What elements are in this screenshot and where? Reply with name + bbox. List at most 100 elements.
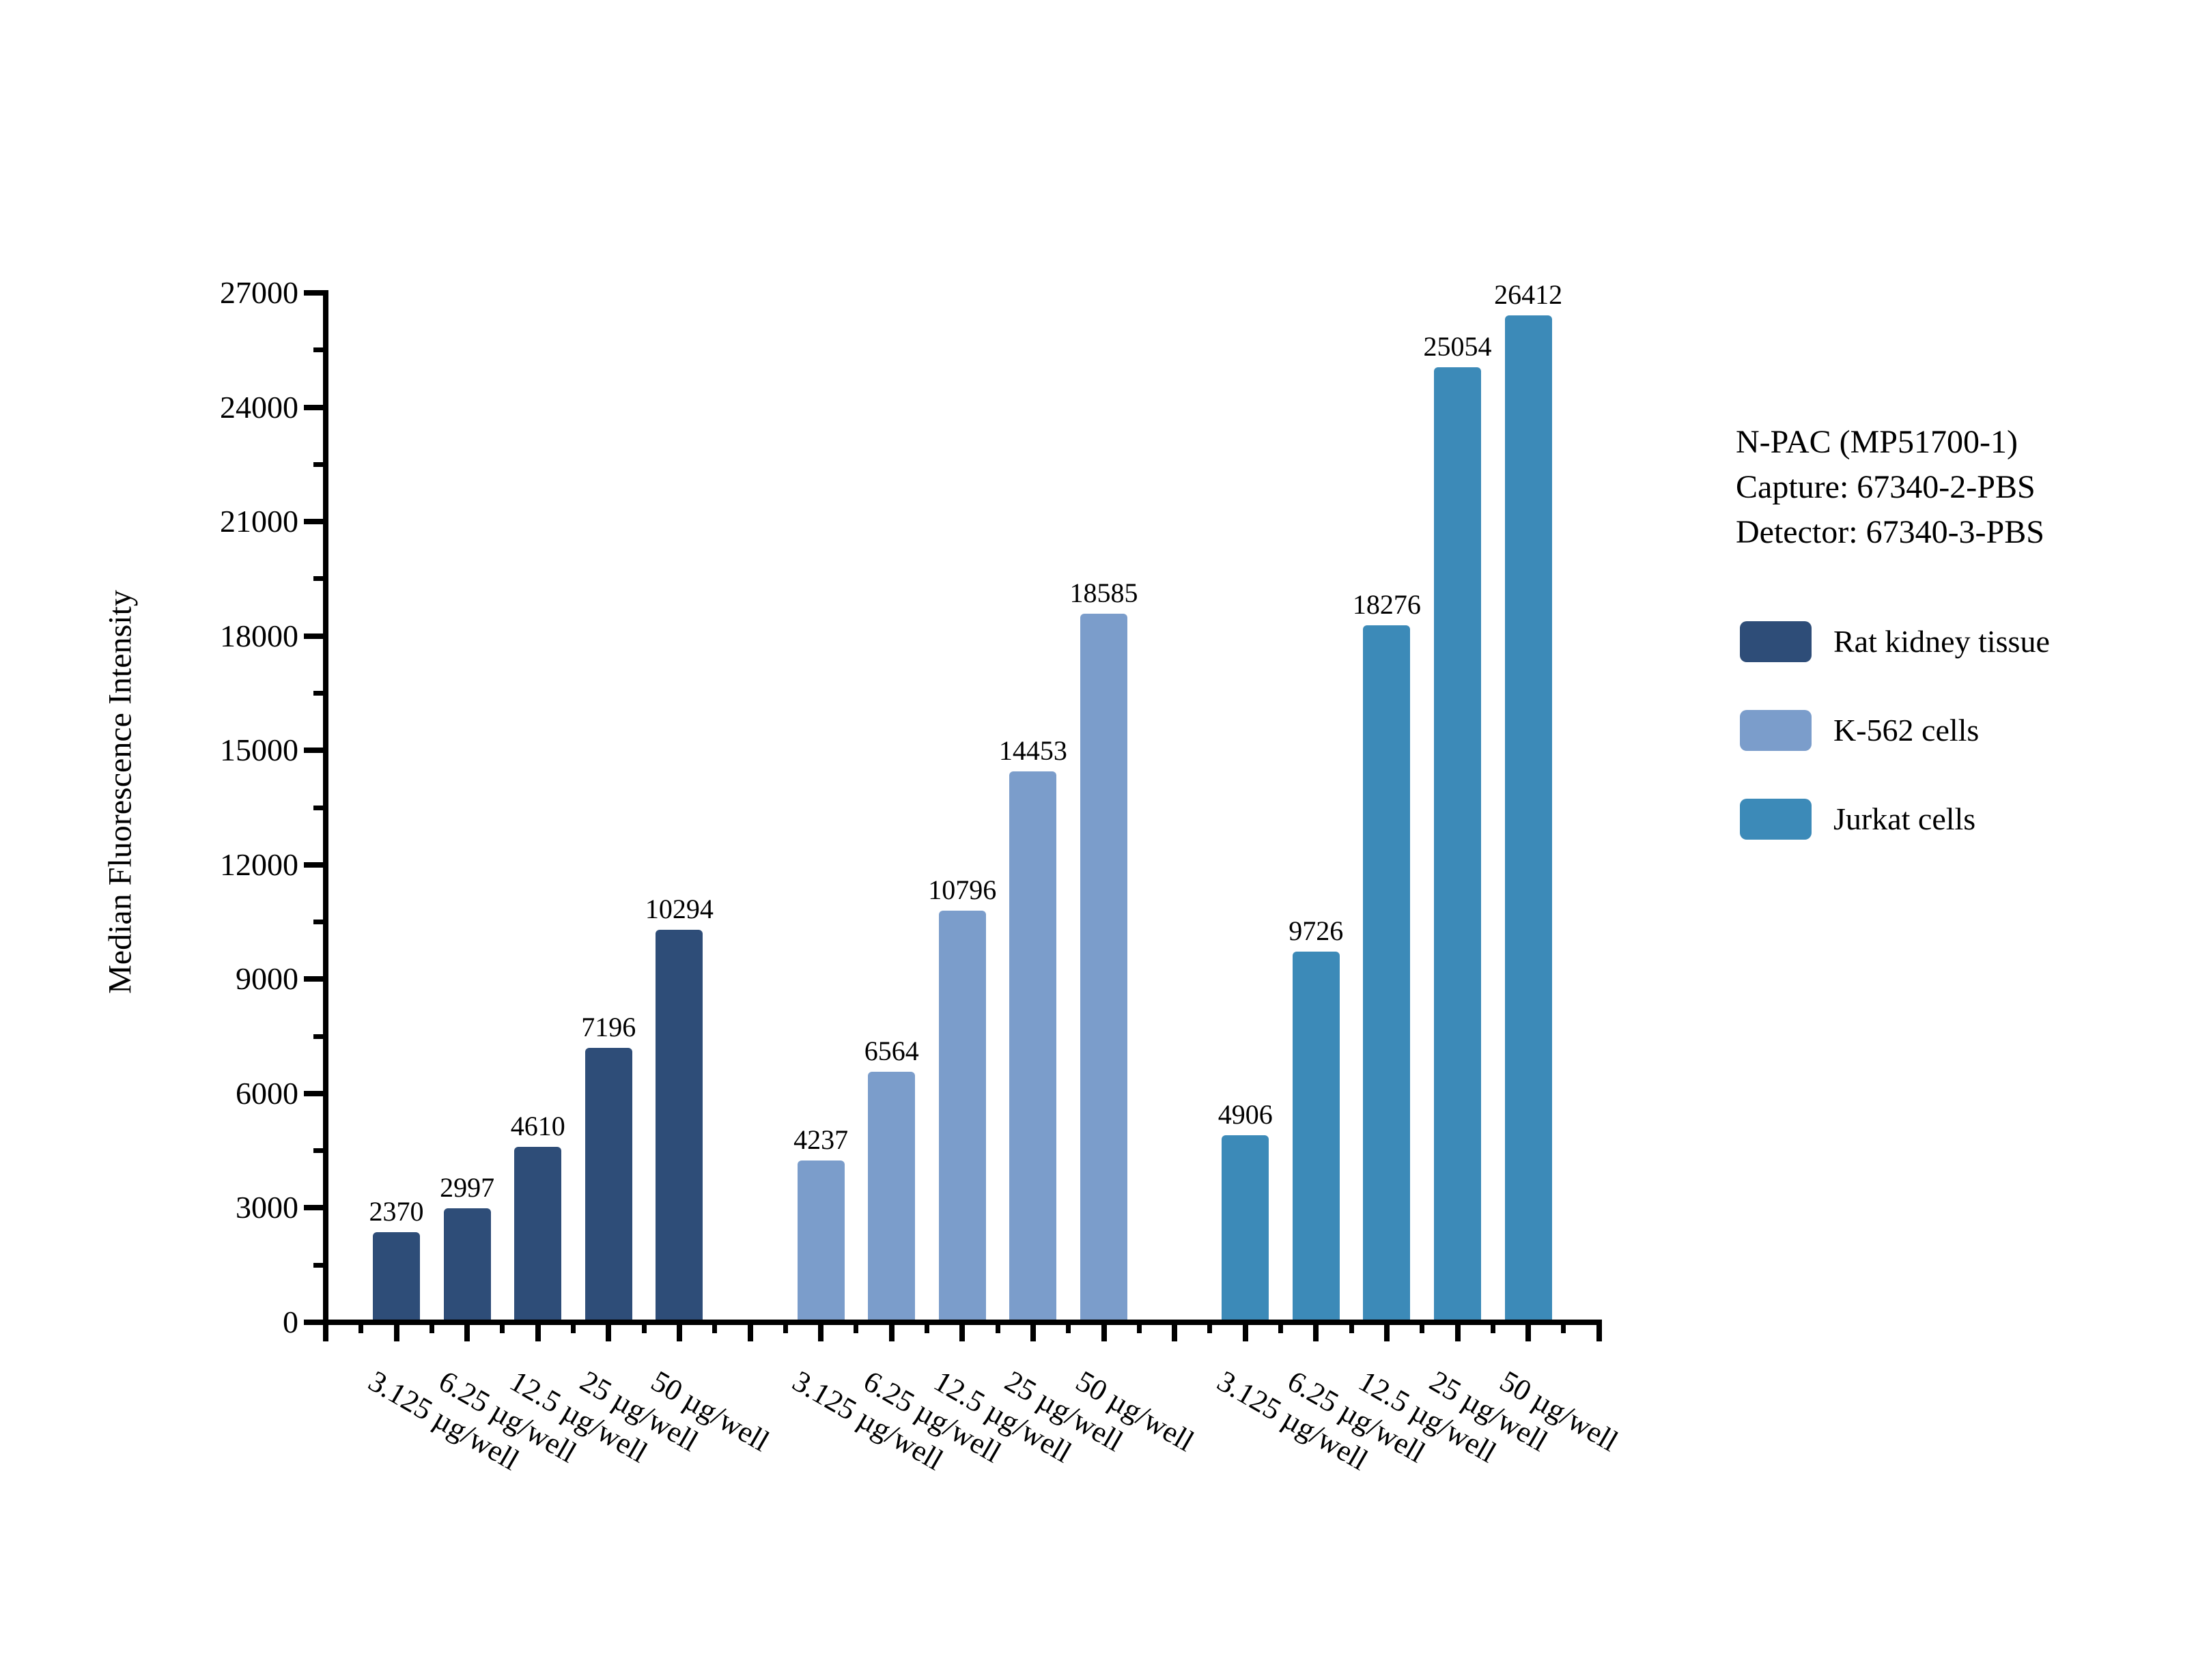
y-major-tick [304, 748, 326, 754]
y-minor-tick [313, 461, 326, 467]
x-major-tick [818, 1322, 824, 1341]
bar-rat-kidney-tissue-5 [656, 930, 703, 1322]
y-major-tick [304, 404, 326, 410]
x-minor-tick [712, 1322, 718, 1333]
bar-k-562-cells-5 [1080, 613, 1127, 1322]
x-major-tick [1596, 1322, 1602, 1341]
bar-k-562-cells-2 [868, 1072, 916, 1322]
x-minor-tick [1490, 1322, 1495, 1333]
x-major-tick [606, 1322, 612, 1341]
x-major-tick [1383, 1322, 1390, 1341]
legend-label-rat-kidney-tissue: Rat kidney tissue [1833, 624, 2050, 659]
bar-value-label: 14453 [998, 735, 1067, 766]
x-major-tick [464, 1322, 470, 1341]
bar-value-label: 25054 [1423, 330, 1492, 362]
y-minor-tick [313, 576, 326, 582]
legend-item-k562-cells: K-562 cells [1740, 710, 1979, 751]
x-major-tick [888, 1322, 895, 1341]
x-major-tick [1525, 1322, 1532, 1341]
y-major-tick [304, 633, 326, 639]
x-minor-tick [1066, 1322, 1071, 1333]
bar-value-label: 4237 [793, 1124, 849, 1156]
y-minor-tick [313, 1148, 326, 1154]
bar-rat-kidney-tissue-1 [373, 1231, 420, 1322]
bar-jurkat-cells-3 [1363, 625, 1411, 1322]
bar-rat-kidney-tissue-4 [585, 1048, 632, 1322]
x-minor-tick [925, 1322, 929, 1333]
annotation-line-2: Capture: 67340-2-PBS [1736, 469, 2036, 505]
y-major-tick [304, 290, 326, 296]
bar-value-label: 2997 [440, 1171, 495, 1203]
x-minor-tick [783, 1322, 788, 1333]
x-minor-tick [854, 1322, 859, 1333]
y-minor-tick [313, 347, 326, 353]
y-tick-label: 18000 [220, 618, 298, 653]
x-major-tick [747, 1322, 753, 1341]
x-minor-tick [1278, 1322, 1283, 1333]
x-minor-tick [995, 1322, 1000, 1333]
x-minor-tick [500, 1322, 505, 1333]
y-minor-tick [313, 805, 326, 810]
y-tick-label: 0 [283, 1305, 298, 1339]
legend-swatch-rat-kidney-tissue [1740, 621, 1812, 662]
bar-value-label: 4610 [510, 1110, 565, 1141]
annotation-block: N-PAC (MP51700-1) Capture: 67340-2-PBS D… [1736, 420, 2044, 555]
bar-jurkat-cells-1 [1222, 1135, 1269, 1322]
y-major-tick [304, 862, 326, 868]
x-major-tick [1101, 1322, 1107, 1341]
bar-rat-kidney-tissue-2 [443, 1208, 491, 1322]
bar-jurkat-cells-5 [1504, 315, 1552, 1322]
x-minor-tick [429, 1322, 434, 1333]
bar-value-label: 6564 [864, 1036, 919, 1067]
bar-value-label: 7196 [581, 1012, 636, 1043]
x-minor-tick [1207, 1322, 1213, 1333]
y-tick-label: 21000 [220, 504, 298, 539]
bar-value-label: 2370 [369, 1195, 424, 1227]
legend-item-jurkat-cells: Jurkat cells [1740, 799, 1975, 840]
y-tick-label: 15000 [220, 732, 298, 768]
legend-item-rat-kidney-tissue: Rat kidney tissue [1740, 621, 2050, 662]
bar-k-562-cells-4 [1009, 771, 1057, 1322]
y-tick-label: 27000 [220, 275, 298, 310]
y-tick-label: 3000 [236, 1190, 298, 1225]
y-major-tick [304, 1320, 326, 1325]
annotation-line-1: N-PAC (MP51700-1) [1736, 424, 2018, 460]
bar-value-label: 10294 [645, 894, 714, 925]
y-minor-tick [313, 1034, 326, 1039]
bar-k-562-cells-1 [797, 1161, 845, 1322]
y-tick-label: 9000 [236, 961, 298, 997]
x-major-tick [959, 1322, 966, 1341]
y-major-tick [304, 519, 326, 525]
bar-value-label: 4906 [1217, 1098, 1273, 1130]
bar-jurkat-cells-4 [1434, 367, 1481, 1322]
bar-rat-kidney-tissue-3 [514, 1146, 562, 1322]
y-minor-tick [313, 920, 326, 925]
y-axis-line [323, 290, 328, 1325]
x-minor-tick [641, 1322, 647, 1333]
y-tick-label: 6000 [236, 1075, 298, 1111]
x-major-tick [676, 1322, 682, 1341]
bar-k-562-cells-3 [938, 911, 986, 1322]
bar-jurkat-cells-2 [1292, 951, 1340, 1322]
x-minor-tick [1349, 1322, 1354, 1333]
x-major-tick [1030, 1322, 1036, 1341]
bar-value-label: 9726 [1289, 915, 1344, 946]
x-major-tick [1172, 1322, 1178, 1341]
x-axis-line [323, 1320, 1602, 1325]
x-major-tick [322, 1322, 328, 1341]
y-major-tick [304, 1205, 326, 1211]
x-major-tick [1454, 1322, 1461, 1341]
x-minor-tick [1420, 1322, 1425, 1333]
legend-swatch-jurkat-cells [1740, 799, 1812, 840]
x-major-tick [1242, 1322, 1248, 1341]
annotation-line-3: Detector: 67340-3-PBS [1736, 514, 2044, 550]
legend-label-jurkat-cells: Jurkat cells [1833, 801, 1976, 836]
y-minor-tick [313, 1262, 326, 1268]
y-tick-label: 24000 [220, 389, 298, 425]
x-minor-tick [1561, 1322, 1566, 1333]
legend-swatch-k562-cells [1740, 710, 1812, 751]
bar-value-label: 18585 [1069, 577, 1138, 608]
x-minor-tick [571, 1322, 576, 1333]
